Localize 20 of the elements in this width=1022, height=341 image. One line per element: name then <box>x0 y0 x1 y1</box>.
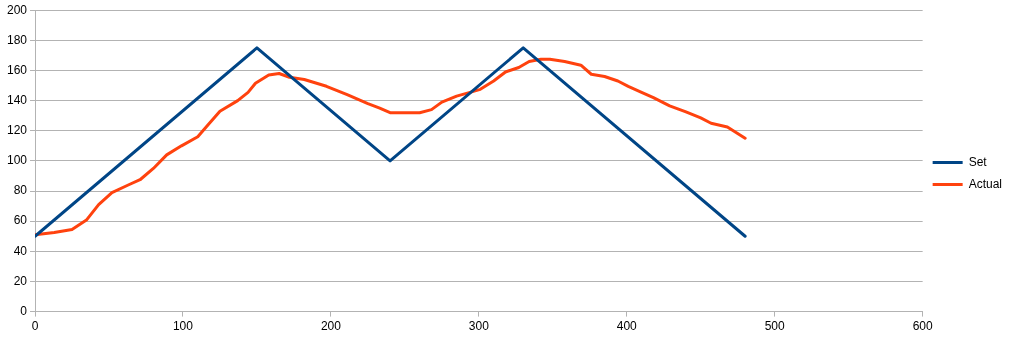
y-tick-label: 180 <box>6 32 28 47</box>
y-tick-label: 140 <box>6 92 28 107</box>
x-tick-label: 500 <box>764 319 786 334</box>
y-tick-label: 0 <box>20 303 28 318</box>
y-tick-label: 80 <box>13 183 28 198</box>
y-tick-label: 200 <box>6 2 28 17</box>
x-tick-label: 200 <box>320 319 342 334</box>
x-tick-label: 0 <box>31 319 39 334</box>
y-tick-label: 100 <box>6 153 28 168</box>
x-tick-label: 300 <box>468 319 490 334</box>
y-tick-label: 60 <box>13 213 28 228</box>
legend-label: Actual <box>968 176 1003 191</box>
x-tick-label: 400 <box>616 319 638 334</box>
y-tick-label: 160 <box>6 62 28 77</box>
x-tick-label: 600 <box>912 319 933 334</box>
y-tick-label: 20 <box>13 273 28 288</box>
y-tick-label: 40 <box>13 243 28 258</box>
y-tick-label: 120 <box>6 123 28 138</box>
x-tick-label: 100 <box>172 319 194 334</box>
legend-label: Set <box>968 154 988 169</box>
